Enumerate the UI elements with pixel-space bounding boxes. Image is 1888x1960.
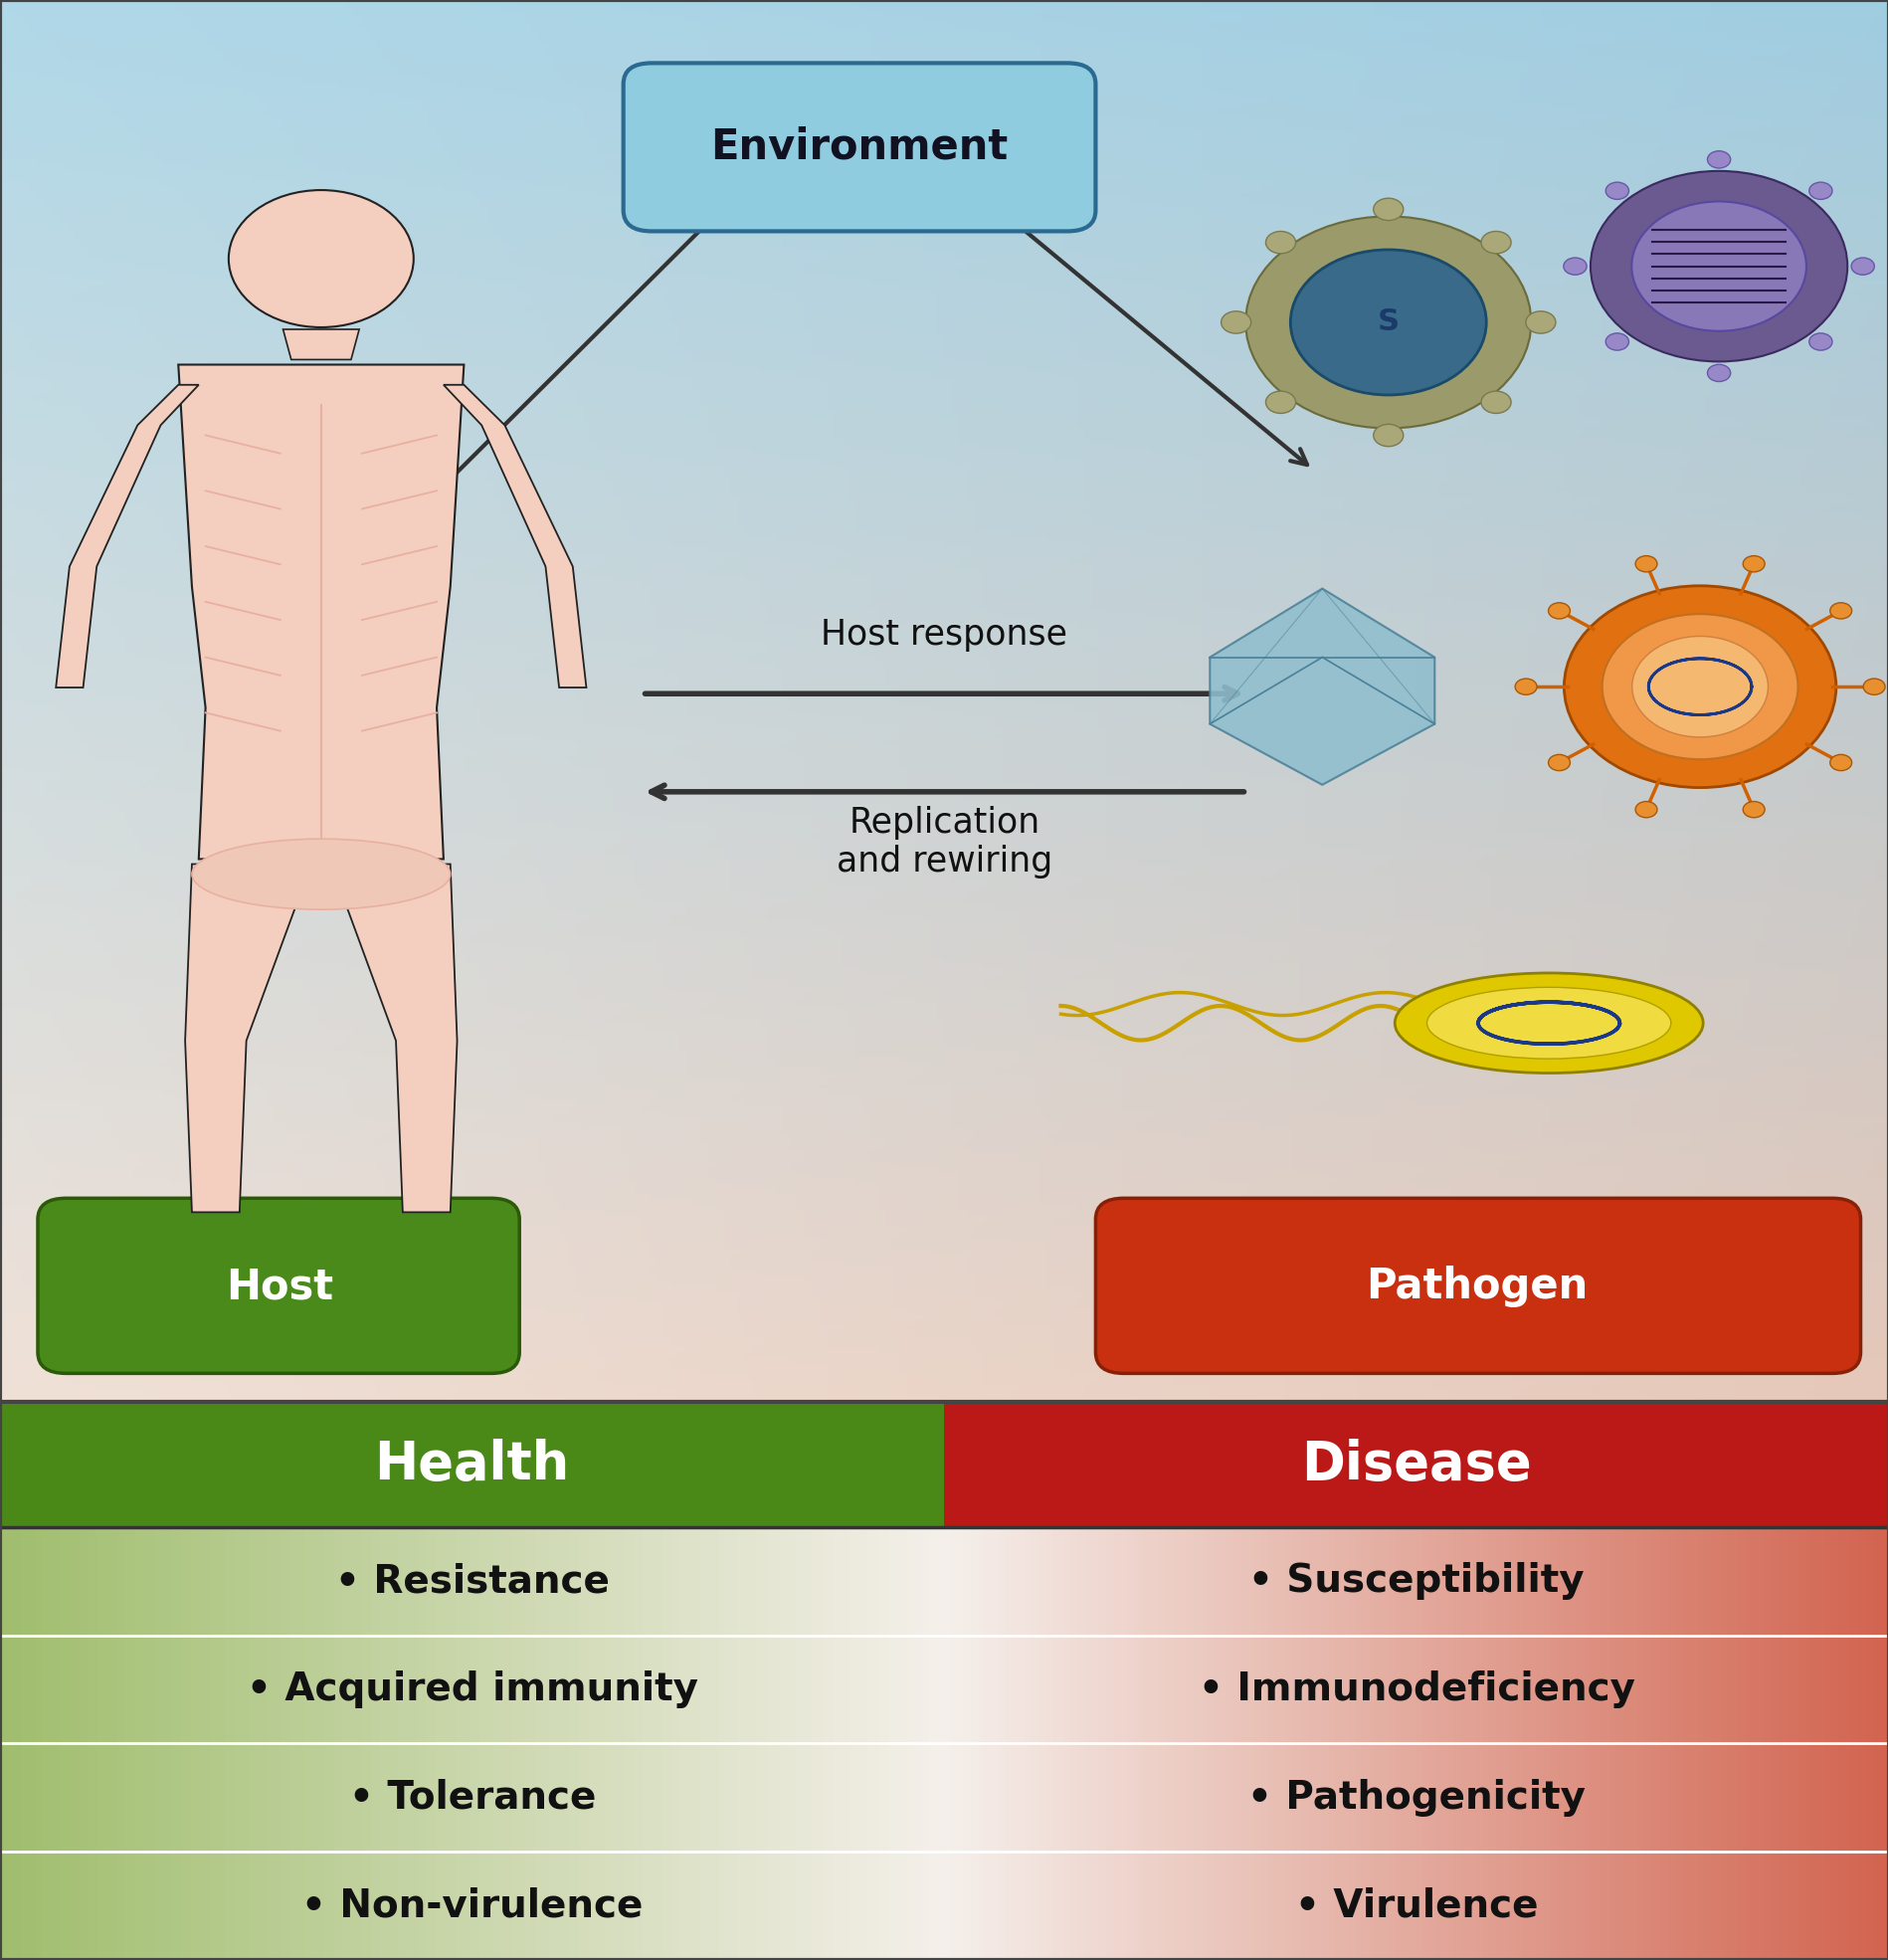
Circle shape: [1809, 182, 1831, 200]
Circle shape: [1829, 755, 1850, 770]
Circle shape: [1743, 557, 1763, 572]
FancyBboxPatch shape: [944, 1401, 1888, 1527]
Circle shape: [1707, 151, 1729, 169]
Text: Disease: Disease: [1301, 1439, 1531, 1490]
Text: Host: Host: [227, 1266, 332, 1307]
Circle shape: [1631, 202, 1805, 331]
Circle shape: [1290, 249, 1486, 396]
FancyBboxPatch shape: [38, 1198, 519, 1374]
Circle shape: [1514, 678, 1537, 694]
Text: Health: Health: [374, 1439, 570, 1490]
Circle shape: [1707, 365, 1729, 382]
Text: Pathogen: Pathogen: [1365, 1266, 1588, 1307]
Polygon shape: [177, 365, 464, 858]
Text: • Tolerance: • Tolerance: [349, 1780, 595, 1817]
Circle shape: [1563, 586, 1835, 788]
Ellipse shape: [193, 839, 449, 909]
Text: • Non-virulence: • Non-virulence: [302, 1887, 642, 1925]
Text: S: S: [1376, 308, 1399, 337]
Ellipse shape: [1393, 972, 1703, 1072]
Circle shape: [1244, 216, 1531, 429]
Ellipse shape: [1425, 988, 1671, 1058]
Circle shape: [1526, 312, 1556, 333]
Circle shape: [1635, 802, 1656, 817]
Circle shape: [1605, 333, 1627, 351]
Circle shape: [1220, 312, 1250, 333]
Circle shape: [1265, 231, 1295, 253]
FancyBboxPatch shape: [623, 63, 1095, 231]
Polygon shape: [334, 864, 457, 1211]
Circle shape: [1590, 171, 1846, 361]
Circle shape: [1850, 257, 1873, 274]
FancyBboxPatch shape: [1095, 1198, 1860, 1374]
Text: Host response: Host response: [821, 617, 1067, 651]
FancyBboxPatch shape: [0, 1401, 944, 1527]
Text: • Resistance: • Resistance: [334, 1562, 610, 1599]
Circle shape: [1605, 182, 1627, 200]
Text: Environment: Environment: [710, 125, 1008, 169]
Text: • Acquired immunity: • Acquired immunity: [245, 1670, 699, 1709]
Circle shape: [1548, 755, 1569, 770]
Circle shape: [1548, 602, 1569, 619]
Text: • Pathogenicity: • Pathogenicity: [1246, 1780, 1586, 1817]
Circle shape: [1480, 392, 1510, 414]
Circle shape: [1635, 557, 1656, 572]
Circle shape: [1829, 602, 1850, 619]
Circle shape: [1809, 333, 1831, 351]
Polygon shape: [57, 384, 198, 688]
Polygon shape: [185, 864, 308, 1211]
Circle shape: [1563, 257, 1586, 274]
Circle shape: [1265, 392, 1295, 414]
Circle shape: [1743, 802, 1763, 817]
Circle shape: [228, 190, 413, 327]
Circle shape: [1601, 613, 1797, 759]
Circle shape: [1862, 678, 1884, 694]
Circle shape: [1373, 423, 1403, 447]
Circle shape: [1631, 637, 1767, 737]
Circle shape: [1373, 198, 1403, 220]
Polygon shape: [283, 329, 359, 359]
Polygon shape: [1208, 588, 1435, 784]
Circle shape: [1480, 231, 1510, 253]
Text: Replication
and rewiring: Replication and rewiring: [836, 806, 1052, 878]
Text: • Susceptibility: • Susceptibility: [1248, 1562, 1584, 1599]
Polygon shape: [444, 384, 585, 688]
Text: • Virulence: • Virulence: [1295, 1887, 1537, 1925]
Text: • Immunodeficiency: • Immunodeficiency: [1197, 1670, 1635, 1709]
